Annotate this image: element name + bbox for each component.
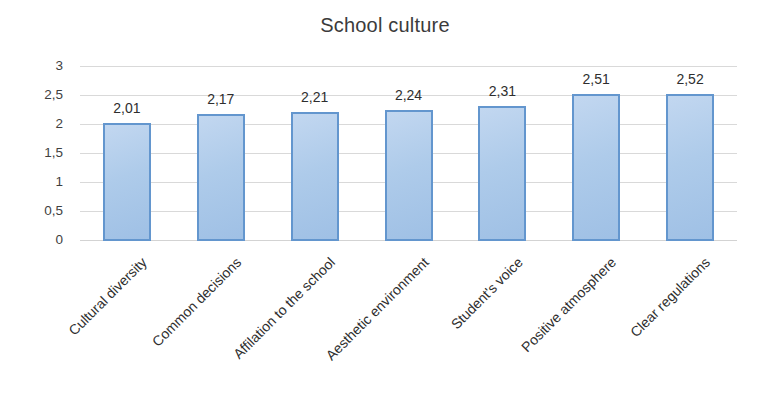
y-tick-label: 1 [0, 174, 63, 190]
bar-value-label: 2,51 [556, 71, 636, 87]
bar-value-label: 2,24 [369, 87, 449, 103]
x-category-label: Clear regulations [627, 254, 713, 340]
bar-value-label: 2,52 [650, 71, 730, 87]
y-tick-label: 0,5 [0, 203, 63, 219]
bar [385, 110, 433, 241]
y-tick-label: 3 [0, 58, 63, 74]
bar-value-label: 2,17 [181, 91, 261, 107]
gridline [80, 66, 737, 67]
bar [572, 94, 620, 241]
bar [666, 94, 714, 241]
bar-value-label: 2,31 [462, 83, 542, 99]
bar [197, 114, 245, 241]
x-category-label: Positive atmosphere [519, 254, 620, 355]
y-tick-label: 1,5 [0, 145, 63, 161]
x-category-label: Affilation to the school [230, 254, 338, 362]
bar-chart: School culture 00,511,522,532,01Cultural… [0, 0, 770, 416]
y-tick-label: 2,5 [0, 87, 63, 103]
plot-area: 0 0,5 1 1,5 2 2,5 3 2,01 Cultural diversity 2,17 C… [0, 0, 770, 416]
x-category-label: Common decisions [149, 254, 245, 350]
bar [103, 123, 151, 241]
bar [478, 106, 526, 241]
x-category-label: Aesthetic environment [323, 254, 432, 363]
bar-value-label: 2,01 [87, 100, 167, 116]
y-tick-label: 0 [0, 232, 63, 248]
bar [291, 112, 339, 241]
x-category-label: Cultural diversity [66, 254, 150, 338]
x-category-label: Student's voice [448, 254, 526, 332]
y-tick-label: 2 [0, 116, 63, 132]
bar-value-label: 2,21 [275, 89, 355, 105]
